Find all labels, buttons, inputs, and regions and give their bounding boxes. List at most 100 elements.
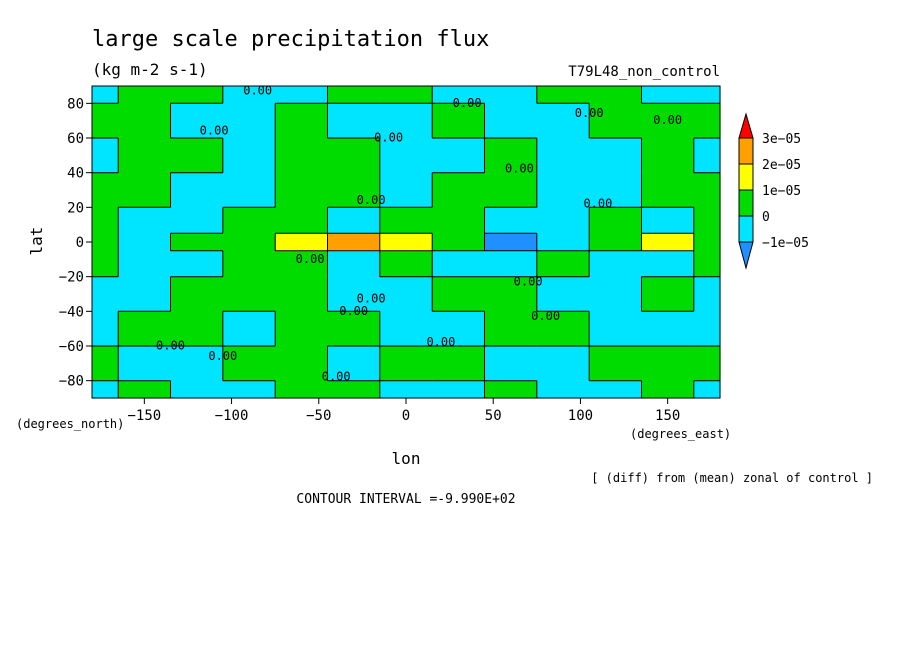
colorbar: 3e−05 2e−05 1e−05 0 −1e−05 xyxy=(738,112,809,270)
field-cell xyxy=(118,138,172,174)
field-cell xyxy=(222,103,276,139)
field-cell xyxy=(118,380,172,399)
field-cell xyxy=(536,172,590,208)
field-cell xyxy=(275,172,329,208)
x-units-label: (degrees_east) xyxy=(630,427,731,441)
field-cell xyxy=(327,346,381,382)
field-cell xyxy=(275,346,329,382)
field-cell xyxy=(641,311,695,347)
x-tick-label: 0 xyxy=(402,408,410,424)
field-cell xyxy=(432,138,486,174)
field-cell xyxy=(536,276,590,312)
field-cell xyxy=(484,276,538,312)
field-cell xyxy=(536,346,590,382)
field-cell xyxy=(693,250,721,278)
contour-label: 0.00 xyxy=(296,252,325,266)
field-cell xyxy=(484,86,538,104)
field-cell xyxy=(327,311,381,347)
field-cell xyxy=(693,207,721,234)
colorbar-tick-label: 1e−05 xyxy=(762,184,801,199)
field-cell xyxy=(693,233,721,252)
field-cell xyxy=(222,250,276,278)
field-cell xyxy=(432,276,486,312)
field-cell xyxy=(589,380,643,399)
chart-title: large scale precipitation flux xyxy=(92,27,489,52)
x-axis-ticks: −150 −100 −50 0 50 100 150 xyxy=(127,398,680,424)
field-cell xyxy=(275,233,329,252)
field-cell xyxy=(118,207,172,234)
field-cell xyxy=(641,346,695,382)
field-cell xyxy=(170,346,224,382)
field-cell xyxy=(589,103,643,139)
field-cell xyxy=(275,311,329,347)
field-cell xyxy=(693,311,721,347)
field-cell xyxy=(92,103,119,139)
plot-area: 0.000.000.00 0.000.00 0.000.000.000.000.00… xyxy=(91,84,721,399)
field-cell xyxy=(693,86,721,104)
field-cell xyxy=(222,380,276,399)
field-cell xyxy=(693,276,721,312)
field-cell xyxy=(536,86,590,104)
field-cell xyxy=(92,311,119,347)
field-cell xyxy=(92,172,119,208)
contour-interval-text: CONTOUR INTERVAL =-9.990E+02 xyxy=(296,492,515,507)
field-cell xyxy=(379,311,433,347)
field-cell xyxy=(379,380,433,399)
field-cell xyxy=(170,138,224,174)
field-cell xyxy=(641,276,695,312)
field-cell xyxy=(536,138,590,174)
field-cell xyxy=(92,380,119,399)
colorbar-segment xyxy=(738,215,754,243)
field-cell xyxy=(118,233,172,252)
x-axis-label: lon xyxy=(392,449,421,468)
field-cell xyxy=(589,172,643,208)
field-cell xyxy=(275,103,329,139)
x-tick-label: 50 xyxy=(485,408,502,424)
field-cell xyxy=(693,138,721,174)
field-cell xyxy=(170,207,224,234)
field-cell xyxy=(641,172,695,208)
field-cell xyxy=(327,380,381,399)
field-cell xyxy=(275,380,329,399)
diff-note: [ (diff) from (mean) zonal of control ] xyxy=(591,471,873,485)
field-cell xyxy=(118,276,172,312)
field-cell xyxy=(589,86,643,104)
field-cell xyxy=(536,311,590,347)
contour-label: 0.00 xyxy=(374,131,403,145)
field-cell xyxy=(589,311,643,347)
field-cell xyxy=(589,276,643,312)
field-cell xyxy=(432,311,486,347)
field-cell xyxy=(275,86,329,104)
field-cell xyxy=(536,380,590,399)
colorbar-segment xyxy=(738,189,754,217)
field-cell xyxy=(484,233,538,252)
field-cell xyxy=(92,207,119,234)
field-cell xyxy=(693,380,721,399)
field-cell xyxy=(379,138,433,174)
field-cell xyxy=(536,233,590,252)
field-cell xyxy=(327,103,381,139)
y-tick-label: 60 xyxy=(67,131,84,147)
y-tick-label: −80 xyxy=(59,374,84,390)
field-cell xyxy=(170,311,224,347)
field-cell xyxy=(536,250,590,278)
y-tick-label: 80 xyxy=(67,96,84,112)
field-cell xyxy=(327,207,381,234)
y-tick-label: 40 xyxy=(67,166,84,182)
contour-label: 0.00 xyxy=(426,335,455,349)
field-cell xyxy=(432,380,486,399)
field-cell xyxy=(536,103,590,139)
contour-lines xyxy=(92,86,720,398)
field-cell xyxy=(589,346,643,382)
field-cell xyxy=(118,86,172,104)
field-cell xyxy=(118,103,172,139)
contour-label: 0.00 xyxy=(357,193,386,207)
field-cell xyxy=(327,138,381,174)
contour-label: 0.00 xyxy=(200,124,229,138)
contour-labels: 0.000.000.00 0.000.00 0.000.000.000.000.00… xyxy=(156,84,682,384)
x-tick-label: −50 xyxy=(306,408,331,424)
contour-label: 0.00 xyxy=(357,292,386,306)
field-cell xyxy=(327,250,381,278)
field-cell xyxy=(92,86,119,104)
